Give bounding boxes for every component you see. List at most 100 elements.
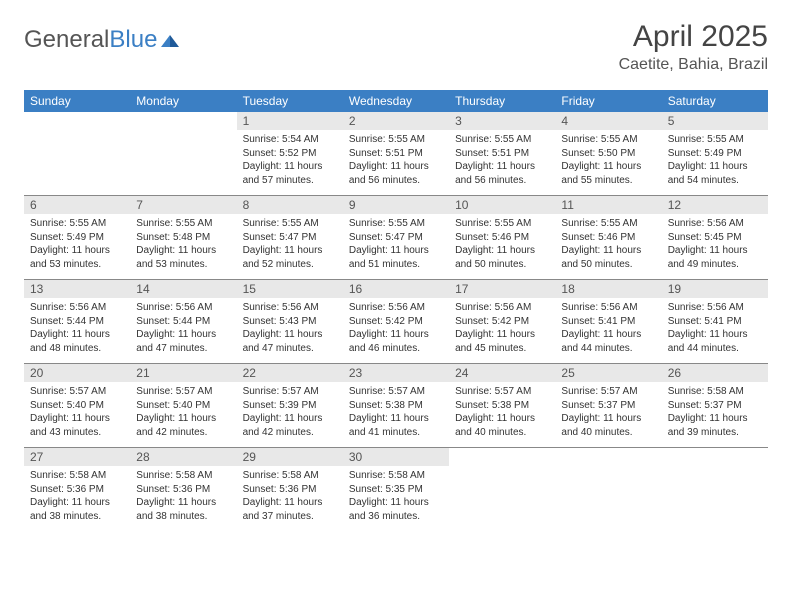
sunset-text: Sunset: 5:47 PM <box>243 231 337 245</box>
daylight-text: Daylight: 11 hours and 43 minutes. <box>30 412 124 439</box>
sunrise-text: Sunrise: 5:56 AM <box>349 301 443 315</box>
day-number: 1 <box>237 112 343 130</box>
daylight-text: Daylight: 11 hours and 38 minutes. <box>30 496 124 523</box>
day-cell: Sunrise: 5:57 AMSunset: 5:38 PMDaylight:… <box>343 382 449 448</box>
day-cell <box>555 466 661 531</box>
daylight-text: Daylight: 11 hours and 49 minutes. <box>668 244 762 271</box>
day-number: 4 <box>555 112 661 130</box>
day-cell <box>24 130 130 196</box>
daylight-text: Daylight: 11 hours and 48 minutes. <box>30 328 124 355</box>
day-number <box>555 448 661 467</box>
sunset-text: Sunset: 5:50 PM <box>561 147 655 161</box>
day-number: 23 <box>343 364 449 383</box>
day-cell: Sunrise: 5:55 AMSunset: 5:50 PMDaylight:… <box>555 130 661 196</box>
sunrise-text: Sunrise: 5:56 AM <box>455 301 549 315</box>
day-cell: Sunrise: 5:56 AMSunset: 5:44 PMDaylight:… <box>130 298 236 364</box>
day-number: 6 <box>24 196 130 215</box>
sunset-text: Sunset: 5:52 PM <box>243 147 337 161</box>
day-number: 18 <box>555 280 661 299</box>
sunrise-text: Sunrise: 5:56 AM <box>561 301 655 315</box>
day-cell: Sunrise: 5:57 AMSunset: 5:37 PMDaylight:… <box>555 382 661 448</box>
sunrise-text: Sunrise: 5:54 AM <box>243 133 337 147</box>
day-cell: Sunrise: 5:55 AMSunset: 5:46 PMDaylight:… <box>555 214 661 280</box>
sunset-text: Sunset: 5:44 PM <box>30 315 124 329</box>
sunrise-text: Sunrise: 5:55 AM <box>455 217 549 231</box>
sunset-text: Sunset: 5:51 PM <box>455 147 549 161</box>
daylight-text: Daylight: 11 hours and 40 minutes. <box>561 412 655 439</box>
sunset-text: Sunset: 5:37 PM <box>668 399 762 413</box>
sunrise-text: Sunrise: 5:56 AM <box>136 301 230 315</box>
daycontent-row: Sunrise: 5:55 AMSunset: 5:49 PMDaylight:… <box>24 214 768 280</box>
daylight-text: Daylight: 11 hours and 39 minutes. <box>668 412 762 439</box>
day-number: 16 <box>343 280 449 299</box>
sunrise-text: Sunrise: 5:55 AM <box>455 133 549 147</box>
day-cell: Sunrise: 5:58 AMSunset: 5:36 PMDaylight:… <box>237 466 343 531</box>
sunrise-text: Sunrise: 5:56 AM <box>668 301 762 315</box>
sunrise-text: Sunrise: 5:56 AM <box>30 301 124 315</box>
day-cell: Sunrise: 5:55 AMSunset: 5:49 PMDaylight:… <box>24 214 130 280</box>
day-cell: Sunrise: 5:57 AMSunset: 5:38 PMDaylight:… <box>449 382 555 448</box>
day-cell: Sunrise: 5:58 AMSunset: 5:36 PMDaylight:… <box>24 466 130 531</box>
daylight-text: Daylight: 11 hours and 38 minutes. <box>136 496 230 523</box>
day-number: 17 <box>449 280 555 299</box>
daylight-text: Daylight: 11 hours and 46 minutes. <box>349 328 443 355</box>
sunset-text: Sunset: 5:42 PM <box>349 315 443 329</box>
day-number: 24 <box>449 364 555 383</box>
sunset-text: Sunset: 5:45 PM <box>668 231 762 245</box>
day-number: 29 <box>237 448 343 467</box>
col-sunday: Sunday <box>24 90 130 112</box>
sunset-text: Sunset: 5:38 PM <box>455 399 549 413</box>
sunrise-text: Sunrise: 5:58 AM <box>668 385 762 399</box>
day-number: 30 <box>343 448 449 467</box>
daylight-text: Daylight: 11 hours and 37 minutes. <box>243 496 337 523</box>
col-monday: Monday <box>130 90 236 112</box>
day-number: 8 <box>237 196 343 215</box>
sunset-text: Sunset: 5:44 PM <box>136 315 230 329</box>
day-number: 28 <box>130 448 236 467</box>
sunrise-text: Sunrise: 5:56 AM <box>243 301 337 315</box>
day-cell <box>662 466 768 531</box>
daylight-text: Daylight: 11 hours and 42 minutes. <box>136 412 230 439</box>
sunset-text: Sunset: 5:49 PM <box>668 147 762 161</box>
daycontent-row: Sunrise: 5:57 AMSunset: 5:40 PMDaylight:… <box>24 382 768 448</box>
daylight-text: Daylight: 11 hours and 36 minutes. <box>349 496 443 523</box>
sunrise-text: Sunrise: 5:58 AM <box>349 469 443 483</box>
sunrise-text: Sunrise: 5:55 AM <box>243 217 337 231</box>
day-cell <box>449 466 555 531</box>
day-number <box>449 448 555 467</box>
daylight-text: Daylight: 11 hours and 55 minutes. <box>561 160 655 187</box>
sunrise-text: Sunrise: 5:57 AM <box>30 385 124 399</box>
day-cell: Sunrise: 5:56 AMSunset: 5:42 PMDaylight:… <box>449 298 555 364</box>
day-number: 14 <box>130 280 236 299</box>
sunrise-text: Sunrise: 5:57 AM <box>136 385 230 399</box>
daylight-text: Daylight: 11 hours and 50 minutes. <box>561 244 655 271</box>
day-cell: Sunrise: 5:55 AMSunset: 5:51 PMDaylight:… <box>449 130 555 196</box>
title-block: April 2025 Caetite, Bahia, Brazil <box>619 20 768 74</box>
sunset-text: Sunset: 5:46 PM <box>561 231 655 245</box>
logo-text-2: Blue <box>109 26 157 53</box>
daylight-text: Daylight: 11 hours and 44 minutes. <box>668 328 762 355</box>
daylight-text: Daylight: 11 hours and 52 minutes. <box>243 244 337 271</box>
day-cell: Sunrise: 5:58 AMSunset: 5:36 PMDaylight:… <box>130 466 236 531</box>
sunset-text: Sunset: 5:35 PM <box>349 483 443 497</box>
day-cell: Sunrise: 5:56 AMSunset: 5:45 PMDaylight:… <box>662 214 768 280</box>
daynum-row: 12345 <box>24 112 768 130</box>
day-number <box>130 112 236 130</box>
day-number: 13 <box>24 280 130 299</box>
daylight-text: Daylight: 11 hours and 42 minutes. <box>243 412 337 439</box>
col-thursday: Thursday <box>449 90 555 112</box>
sunset-text: Sunset: 5:42 PM <box>455 315 549 329</box>
day-cell: Sunrise: 5:57 AMSunset: 5:40 PMDaylight:… <box>24 382 130 448</box>
logo-text-1: General <box>24 26 109 53</box>
day-number: 27 <box>24 448 130 467</box>
daylight-text: Daylight: 11 hours and 50 minutes. <box>455 244 549 271</box>
sunrise-text: Sunrise: 5:55 AM <box>561 133 655 147</box>
sunrise-text: Sunrise: 5:58 AM <box>136 469 230 483</box>
daylight-text: Daylight: 11 hours and 41 minutes. <box>349 412 443 439</box>
daylight-text: Daylight: 11 hours and 47 minutes. <box>243 328 337 355</box>
header: GeneralBlue April 2025 Caetite, Bahia, B… <box>24 20 768 74</box>
daycontent-row: Sunrise: 5:56 AMSunset: 5:44 PMDaylight:… <box>24 298 768 364</box>
day-number: 19 <box>662 280 768 299</box>
sunrise-text: Sunrise: 5:57 AM <box>243 385 337 399</box>
sunrise-text: Sunrise: 5:57 AM <box>349 385 443 399</box>
